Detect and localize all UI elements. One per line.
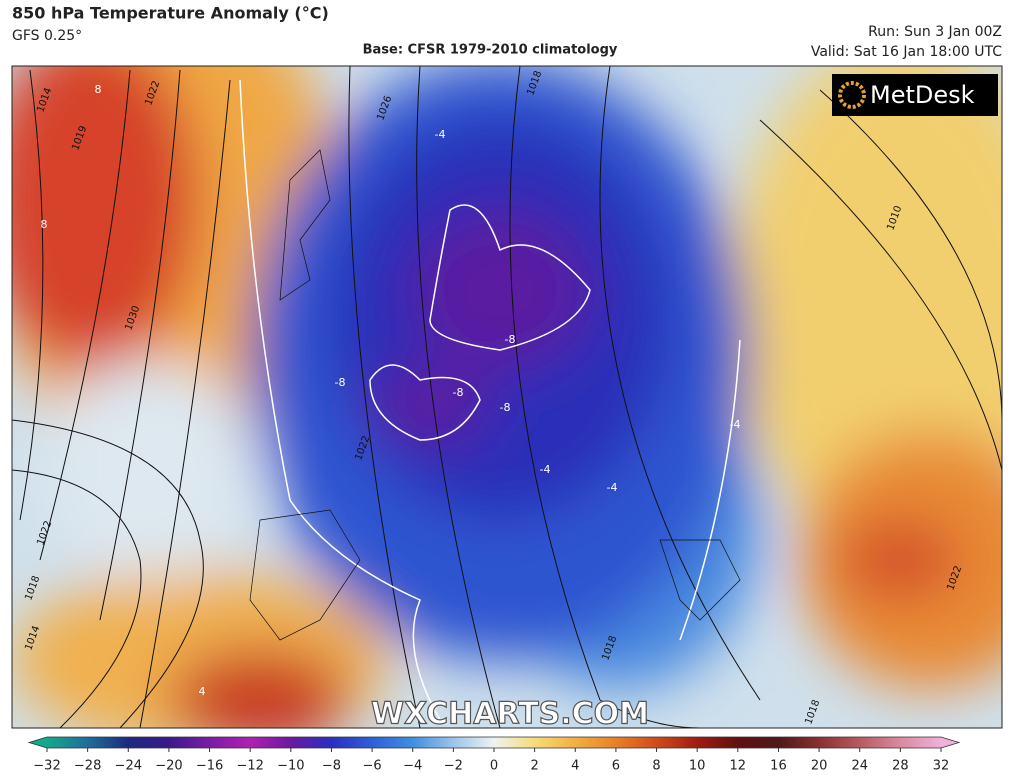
logo-box [832,74,998,116]
colorbar-tick-label: −12 [236,759,263,774]
colorbar-tick-label: 20 [811,759,828,774]
title: 850 hPa Temperature Anomaly (°C) [12,4,329,23]
map: 1014101910221030102610181010102210221018… [12,66,1002,732]
base: Base: CFSR 1979-2010 climatology [363,43,618,58]
colorbar-tick-label: 4 [571,759,579,774]
colorbar-tick-label: 0 [490,759,498,774]
colorbar-tick-label: −8 [322,759,341,774]
anomaly-label: -4 [435,128,446,141]
anomaly-label: -8 [453,386,464,399]
colorbar-tick-label: −6 [363,759,382,774]
anomaly-label: -4 [540,463,551,476]
anomaly-label: -8 [335,376,346,389]
anomaly-label: -4 [730,418,741,431]
colorbar-tick-label: 6 [612,759,620,774]
colorbar-tick-label: −24 [115,759,142,774]
colorbar-tick-label: 8 [652,759,660,774]
colorbar-tick-label: −10 [277,759,304,774]
valid: Valid: Sat 16 Jan 18:00 UTC [811,44,1002,60]
anomaly-label: -8 [500,401,511,414]
colorbar [27,736,961,749]
colorbar-tick-label: −20 [155,759,182,774]
colorbar-tick-label: 2 [530,759,538,774]
anomaly-label: -4 [607,481,618,494]
anomaly-label: 4 [199,685,206,698]
model: GFS 0.25° [12,28,82,44]
colorbar-tick-label: 12 [730,759,747,774]
run: Run: Sun 3 Jan 00Z [868,24,1002,40]
colorbar-tick-label: −28 [74,759,101,774]
watermark: WXCHARTS.COM [371,697,649,732]
colorbar-tick-label: −16 [196,759,223,774]
colorbar-tick-label: 32 [933,759,950,774]
colorbar-tick-label: −2 [444,759,463,774]
anomaly-label: 8 [41,218,48,231]
colorbar-tick-label: −4 [403,759,422,774]
colorbar-tick-label: 10 [689,759,706,774]
colorbar-tick-label: 28 [892,759,909,774]
colorbar-tick-label: −32 [33,759,60,774]
logo: MetDesk [870,81,975,109]
logo-icon [838,81,866,109]
map-frame [11,65,1003,729]
colorbar-tick-label: 24 [851,759,868,774]
anomaly-label: 8 [95,83,102,96]
colorbar-tick-label: 16 [770,759,787,774]
anomaly-label: -8 [505,333,516,346]
